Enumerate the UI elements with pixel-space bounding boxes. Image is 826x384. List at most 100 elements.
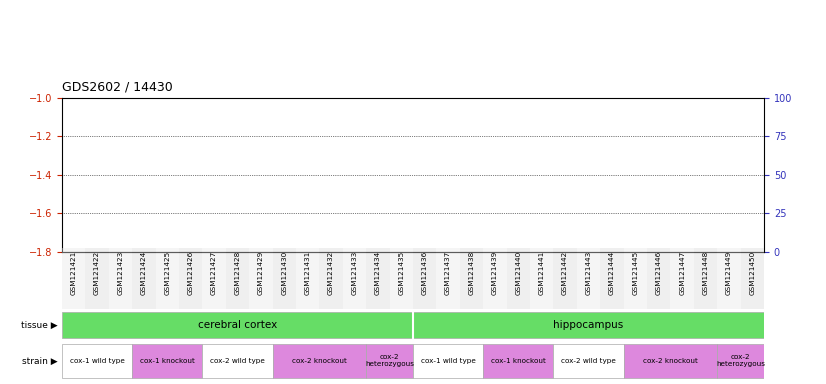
Bar [510,252,526,363]
Bar [745,252,760,363]
Bar [85,248,109,309]
Bar [206,252,221,338]
Bar [506,248,530,309]
Bar [483,344,553,378]
Text: GSM121437: GSM121437 [445,251,451,295]
Text: GSM121432: GSM121432 [328,251,334,295]
Text: GSM121433: GSM121433 [352,251,358,295]
Bar [347,252,362,361]
Text: GSM121428: GSM121428 [235,251,240,295]
Text: cerebral cortex: cerebral cortex [198,320,277,331]
Text: GSM121439: GSM121439 [492,251,498,295]
Bar [413,313,764,338]
Bar [179,248,202,309]
Bar [370,252,386,367]
Text: GSM121446: GSM121446 [656,251,662,295]
Bar [136,252,151,363]
Text: GSM121443: GSM121443 [586,251,591,295]
Bar [320,248,343,309]
Bar [394,252,409,367]
Text: GSM121441: GSM121441 [539,251,544,295]
Bar [671,248,694,309]
Bar [89,252,105,365]
Bar [324,252,339,355]
Text: GSM121434: GSM121434 [375,251,381,295]
Bar [132,248,155,309]
Bar [366,248,390,309]
Bar [487,252,502,353]
Bar [254,252,268,353]
Text: GSM121435: GSM121435 [398,251,404,295]
Text: GSM121447: GSM121447 [679,251,685,295]
Bar [647,248,671,309]
Bar [417,252,432,384]
Bar [155,248,179,309]
Text: GSM121431: GSM121431 [305,251,311,295]
Bar [296,248,320,309]
Text: GSM121440: GSM121440 [515,251,521,295]
Bar [581,252,596,349]
Text: GSM121423: GSM121423 [117,251,123,295]
Text: cox-2 wild type: cox-2 wild type [210,358,265,364]
Bar [109,248,132,309]
Text: cox-1 knockout: cox-1 knockout [491,358,546,364]
Bar [62,313,413,338]
Text: GSM121436: GSM121436 [422,251,428,295]
Text: cox-2
heterozygous: cox-2 heterozygous [716,354,765,367]
Text: GSM121425: GSM121425 [164,251,170,295]
Bar [624,344,717,378]
Text: hippocampus: hippocampus [553,320,624,331]
Bar [460,248,483,309]
Text: GSM121426: GSM121426 [188,251,193,295]
Bar [113,252,128,359]
Bar [273,344,366,378]
Text: cox-1 wild type: cox-1 wild type [69,358,125,364]
Bar [577,248,601,309]
Text: GSM121450: GSM121450 [749,251,755,295]
Text: GSM121448: GSM121448 [703,251,709,295]
Bar [202,344,273,378]
Bar [230,252,245,353]
Bar [390,248,413,309]
Bar [534,252,549,344]
Bar [413,248,436,309]
Bar [225,248,249,309]
Text: cox-2
heterozygous: cox-2 heterozygous [365,354,414,367]
Bar [413,344,483,378]
Text: GSM121430: GSM121430 [282,251,287,295]
Bar [483,248,506,309]
Bar [62,248,85,309]
Bar [300,252,316,346]
Text: cox-2 knockout: cox-2 knockout [643,358,698,364]
Bar [343,248,366,309]
Text: GSM121422: GSM121422 [94,251,100,295]
Bar [741,248,764,309]
Text: cox-1 wild type: cox-1 wild type [420,358,476,364]
Bar [721,252,737,363]
Bar [249,248,273,309]
Text: GSM121421: GSM121421 [71,251,77,295]
Bar [558,252,572,349]
Bar [717,248,741,309]
Text: tissue ▶: tissue ▶ [21,321,58,330]
Bar [717,344,764,378]
Bar [553,344,624,378]
Text: GSM121429: GSM121429 [258,251,263,295]
Text: GSM121449: GSM121449 [726,251,732,295]
Bar [651,252,667,351]
Bar [464,252,479,351]
Text: GSM121438: GSM121438 [468,251,474,295]
Bar [605,252,620,348]
Bar [132,344,202,378]
Text: strain ▶: strain ▶ [22,356,58,366]
Bar [624,248,647,309]
Bar [601,248,624,309]
Text: cox-2 knockout: cox-2 knockout [292,358,347,364]
Bar [675,252,690,353]
Bar [366,344,413,378]
Text: GSM121442: GSM121442 [563,251,568,295]
Bar [436,248,460,309]
Bar [277,252,292,344]
Bar [440,252,456,363]
Bar [530,248,553,309]
